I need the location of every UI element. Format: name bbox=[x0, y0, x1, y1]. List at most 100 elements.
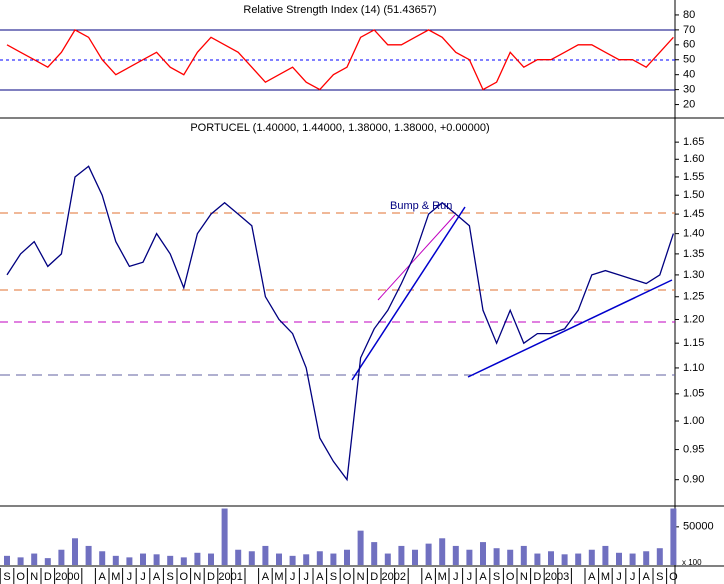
x-tick-label: O bbox=[506, 571, 515, 583]
y-tick-label: 30 bbox=[683, 84, 695, 96]
series-line bbox=[6, 29, 674, 91]
y-tick-label: 1.25 bbox=[683, 291, 704, 303]
x-tick-label: M bbox=[438, 571, 447, 583]
x-tick-label: S bbox=[493, 571, 500, 583]
volume-bar bbox=[480, 542, 486, 565]
volume-bar bbox=[616, 552, 622, 565]
volume-bar bbox=[520, 545, 527, 565]
x-tick-label: S bbox=[330, 571, 337, 583]
y-tick-label: 1.65 bbox=[683, 136, 704, 148]
x-tick-label: A bbox=[479, 571, 487, 583]
volume-bar bbox=[439, 538, 446, 565]
x-tick-label: D bbox=[44, 571, 52, 583]
y-tick-label: 0.95 bbox=[683, 443, 704, 455]
volume-bar bbox=[180, 557, 187, 565]
volume-bar bbox=[629, 553, 636, 565]
x-tick-label: O bbox=[343, 571, 352, 583]
x-tick-label: 2003 bbox=[545, 571, 569, 583]
y-tick-label: 40 bbox=[683, 69, 695, 81]
volume-bar bbox=[194, 552, 201, 565]
y-tick-label: 50000 bbox=[683, 521, 714, 533]
x-tick-label: A bbox=[99, 571, 107, 583]
volume-bar bbox=[72, 538, 78, 565]
x-tick-label: A bbox=[425, 571, 433, 583]
volume-bar bbox=[126, 557, 133, 565]
volume-bar bbox=[221, 508, 228, 565]
x-tick-label: M bbox=[274, 571, 283, 583]
x-tick-label: J bbox=[630, 571, 636, 583]
y-tick-label: 1.05 bbox=[683, 388, 704, 400]
annotation: Bump & Run bbox=[390, 200, 452, 212]
volume-bar bbox=[303, 554, 310, 565]
volume-bar bbox=[670, 508, 677, 565]
volume-bar bbox=[371, 542, 378, 565]
x-tick-label: S bbox=[3, 571, 10, 583]
y-tick-label: 1.60 bbox=[683, 153, 704, 165]
volume-bar bbox=[4, 555, 10, 565]
y-tick-label: 0.90 bbox=[683, 474, 704, 486]
volume-bar bbox=[548, 551, 554, 565]
x-tick-label: N bbox=[193, 571, 201, 583]
volume-bar bbox=[656, 548, 663, 565]
volume-bar bbox=[208, 553, 214, 565]
volume-bar bbox=[17, 557, 24, 565]
price-title: PORTUCEL (1.40000, 1.44000, 1.38000, 1.3… bbox=[190, 122, 489, 134]
x-tick-label: J bbox=[616, 571, 622, 583]
y-tick-label: 70 bbox=[683, 24, 695, 36]
volume-bar bbox=[262, 545, 269, 565]
volume-bar bbox=[466, 549, 473, 565]
volume-bar bbox=[602, 545, 609, 565]
volume-bar bbox=[588, 549, 595, 565]
x-tick-label: J bbox=[140, 571, 146, 583]
volume-bar bbox=[643, 551, 650, 565]
rsi-title: Relative Strength Index (14) (51.43657) bbox=[243, 4, 436, 16]
y-tick-label: 1.15 bbox=[683, 337, 704, 349]
x-tick-label: N bbox=[357, 571, 365, 583]
volume-bar bbox=[167, 555, 174, 565]
volume-bar bbox=[235, 549, 242, 565]
y-tick-label: 1.45 bbox=[683, 208, 704, 220]
x-tick-label: J bbox=[303, 571, 309, 583]
y-tick-label: 1.10 bbox=[683, 362, 704, 374]
volume-bar bbox=[58, 549, 65, 565]
volume-bar bbox=[289, 555, 296, 565]
volume-bar bbox=[398, 545, 405, 565]
volume-bar bbox=[507, 549, 514, 565]
volume-bar bbox=[412, 549, 418, 565]
x-tick-label: A bbox=[316, 571, 324, 583]
x-tick-label: D bbox=[370, 571, 378, 583]
volume-bar bbox=[493, 548, 500, 565]
y-tick-label: 1.35 bbox=[683, 248, 704, 260]
volume-bar bbox=[31, 553, 38, 565]
x-tick-label: O bbox=[16, 571, 25, 583]
x-tick-label: D bbox=[533, 571, 541, 583]
x-tick-label: A bbox=[262, 571, 270, 583]
x-tick-label: S bbox=[167, 571, 174, 583]
volume-bar bbox=[384, 553, 391, 565]
x-tick-label: O bbox=[180, 571, 189, 583]
volume-bar bbox=[561, 554, 568, 565]
volume-bar bbox=[316, 551, 323, 565]
x-tick-label: A bbox=[153, 571, 161, 583]
y-tick-label: 20 bbox=[683, 98, 695, 110]
x-tick-label: 2002 bbox=[382, 571, 406, 583]
volume-bar bbox=[99, 551, 106, 565]
x-tick-label: N bbox=[30, 571, 38, 583]
volume-bar bbox=[140, 553, 146, 565]
x-tick-label: A bbox=[643, 571, 651, 583]
x-tick-label: M bbox=[111, 571, 120, 583]
y-tick-label: 1.30 bbox=[683, 269, 704, 281]
series-line bbox=[6, 165, 675, 482]
volume-bar bbox=[276, 553, 282, 565]
y-axis-unit: x 100 bbox=[682, 558, 702, 567]
x-tick-label: N bbox=[520, 571, 528, 583]
y-tick-label: 1.40 bbox=[683, 228, 704, 240]
volume-bar bbox=[344, 549, 350, 565]
volume-bar bbox=[44, 558, 51, 565]
x-tick-label: A bbox=[588, 571, 596, 583]
y-tick-label: 1.20 bbox=[683, 313, 704, 325]
y-tick-label: 1.00 bbox=[683, 415, 704, 427]
volume-bar bbox=[330, 553, 337, 565]
